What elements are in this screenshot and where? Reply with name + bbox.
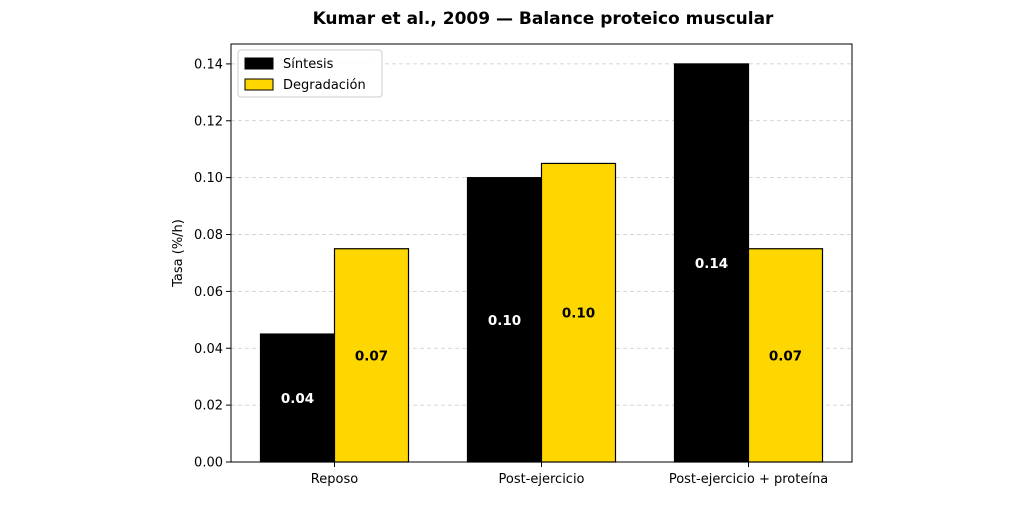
- y-tick-label: 0.06: [194, 285, 223, 300]
- legend: Síntesis Degradación: [237, 49, 383, 98]
- y-tick-label: 0.10: [194, 171, 223, 186]
- bar-value-label: 0.14: [695, 256, 728, 272]
- x-tick-label: Post-ejercicio: [498, 472, 584, 487]
- bar: [333, 248, 410, 463]
- y-tick-label: 0.04: [194, 342, 223, 357]
- bar: [259, 333, 336, 463]
- bar: [673, 63, 750, 463]
- bar: [747, 248, 824, 463]
- y-tick-label: 0.02: [194, 399, 223, 414]
- bars: 0.04 0.07 0.10 0.10 0.14 0.07: [259, 63, 824, 463]
- bar-value-label: 0.07: [355, 348, 388, 364]
- y-tick-label: 0.14: [194, 57, 223, 72]
- bar-value-label: 0.10: [562, 306, 595, 322]
- bar: [540, 162, 617, 463]
- legend-box: [237, 49, 383, 98]
- x-tick-label: Post-ejercicio + proteína: [669, 472, 828, 487]
- bar-value-label: 0.07: [769, 348, 802, 364]
- bar: [466, 177, 543, 463]
- plot-frame: [230, 43, 853, 463]
- y-axis: 0.00 0.02 0.04 0.06 0.08 0.10 0.12 0.14: [194, 57, 231, 471]
- legend-label: Síntesis: [283, 57, 334, 72]
- bar-value-label: 0.04: [281, 391, 314, 407]
- y-tick-label: 0.00: [194, 456, 223, 471]
- x-tick-label: Reposo: [311, 472, 358, 487]
- legend-swatch: [244, 57, 274, 70]
- legend-swatch: [244, 78, 274, 91]
- legend-label: Degradación: [283, 78, 366, 93]
- y-tick-label: 0.08: [194, 228, 223, 243]
- bar-value-label: 0.10: [488, 313, 521, 329]
- x-axis: Reposo Post-ejercicio Post-ejercicio + pro…: [311, 462, 828, 487]
- y-tick-label: 0.12: [194, 114, 223, 129]
- chart-title: Kumar et al., 2009 — Balance proteico mu…: [313, 9, 774, 29]
- y-axis-label: Tasa (%/h): [171, 219, 186, 288]
